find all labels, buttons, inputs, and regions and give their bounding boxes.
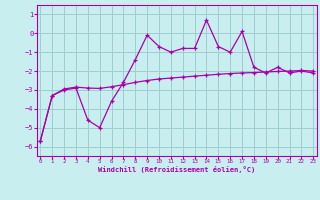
X-axis label: Windchill (Refroidissement éolien,°C): Windchill (Refroidissement éolien,°C) — [98, 166, 255, 173]
